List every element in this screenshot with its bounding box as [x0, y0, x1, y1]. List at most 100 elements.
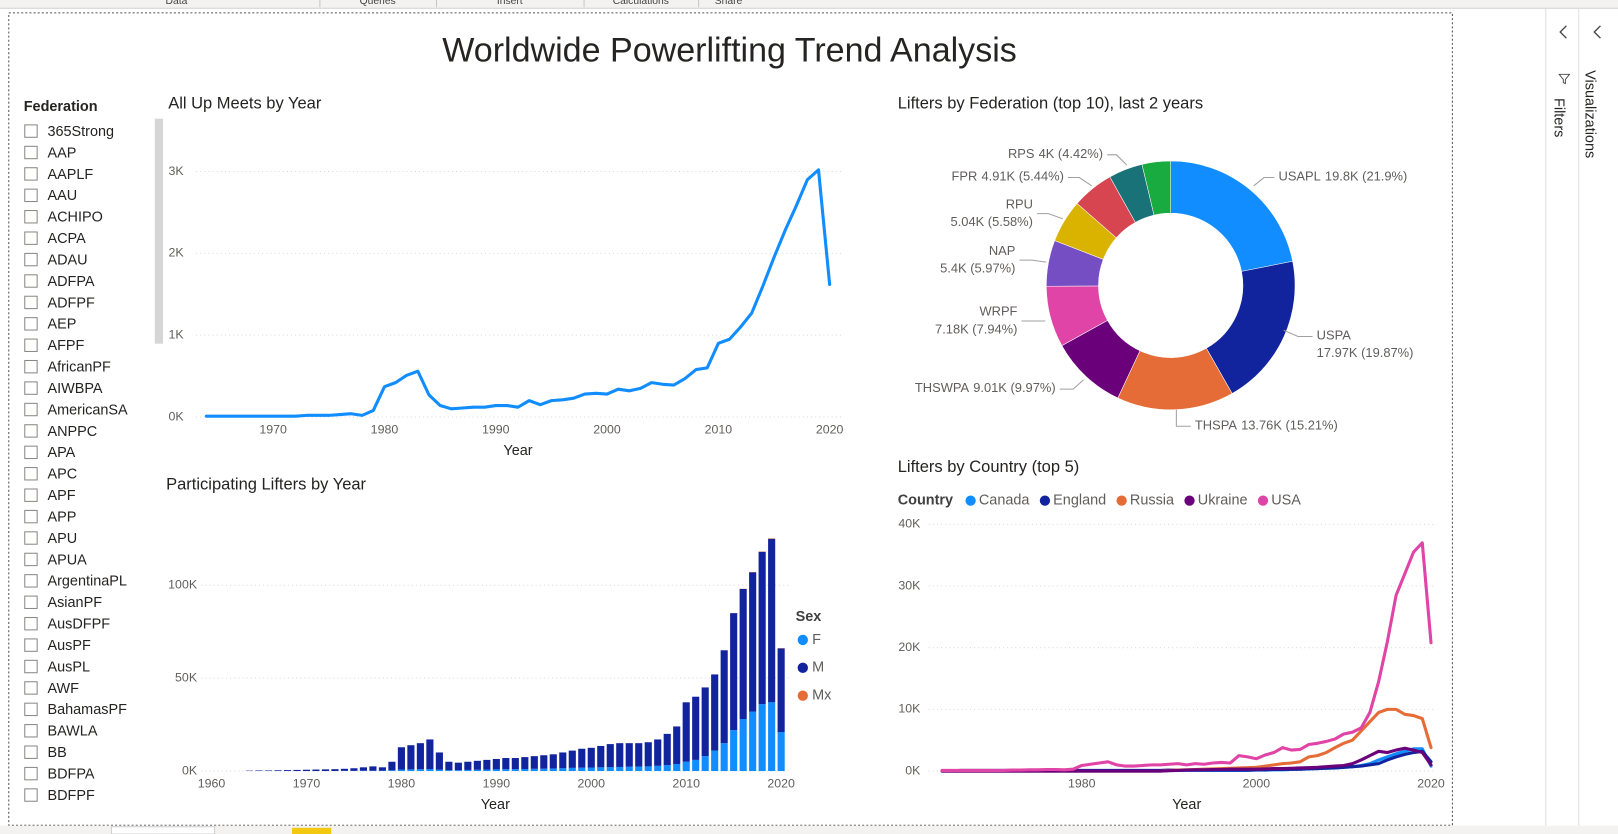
- slicer-checkbox[interactable]: [24, 381, 38, 395]
- slicer-checkbox[interactable]: [24, 317, 38, 331]
- legend-marker[interactable]: [1039, 495, 1051, 506]
- slicer-checkbox[interactable]: [24, 445, 38, 460]
- bar-segment[interactable]: [492, 758, 500, 770]
- bar-segment[interactable]: [312, 769, 320, 772]
- bar-segment[interactable]: [426, 739, 434, 769]
- bar-segment[interactable]: [711, 750, 719, 772]
- bar-segment[interactable]: [568, 767, 576, 772]
- ribbon-tab[interactable]: Share: [715, 0, 743, 7]
- slicer-checkbox[interactable]: [24, 338, 38, 352]
- slicer-checkbox[interactable]: [24, 359, 38, 374]
- bar-segment[interactable]: [606, 767, 614, 772]
- slicer-item[interactable]: AmericanSA: [47, 402, 128, 418]
- bar-segment[interactable]: [511, 769, 519, 772]
- bar-segment[interactable]: [606, 744, 614, 768]
- bar-segment[interactable]: [768, 538, 776, 703]
- bar-segment[interactable]: [559, 752, 567, 769]
- bar-segment[interactable]: [454, 762, 462, 771]
- slicer-checkbox[interactable]: [24, 274, 38, 288]
- bar-segment[interactable]: [521, 768, 529, 772]
- bar-segment[interactable]: [511, 758, 519, 770]
- bar-segment[interactable]: [407, 769, 415, 772]
- bar-segment[interactable]: [293, 769, 301, 772]
- bar-segment[interactable]: [521, 757, 529, 769]
- bar-segment[interactable]: [644, 766, 652, 772]
- slicer-item[interactable]: AWF: [47, 681, 79, 697]
- bar-segment[interactable]: [635, 743, 643, 767]
- bar-segment[interactable]: [416, 769, 424, 772]
- bar-segment[interactable]: [255, 770, 263, 772]
- bar-segment[interactable]: [663, 765, 671, 772]
- collapse-visualizations[interactable]: [1593, 25, 1601, 39]
- bar-segment[interactable]: [739, 588, 747, 720]
- slicer-checkbox[interactable]: [24, 595, 38, 609]
- slicer-item[interactable]: ANPPC: [47, 424, 97, 440]
- slicer-item[interactable]: AAPLF: [47, 167, 93, 183]
- slicer-item[interactable]: AAP: [47, 145, 76, 161]
- slicer-checkbox[interactable]: [24, 167, 38, 181]
- legend-marker[interactable]: [797, 690, 808, 701]
- slicer-checkbox[interactable]: [24, 509, 38, 524]
- bar-segment[interactable]: [768, 702, 776, 772]
- slicer-checkbox[interactable]: [24, 124, 38, 138]
- slicer-checkbox[interactable]: [24, 402, 38, 417]
- bar-segment[interactable]: [692, 696, 700, 760]
- slicer-item[interactable]: APF: [47, 488, 75, 504]
- legend-label[interactable]: Ukraine: [1198, 492, 1248, 508]
- slicer-item[interactable]: APA: [47, 445, 75, 461]
- bar-segment[interactable]: [578, 748, 586, 768]
- page-tab[interactable]: [110, 826, 216, 834]
- slicer-checkbox[interactable]: [24, 188, 38, 203]
- collapse-filters[interactable]: [1559, 25, 1567, 39]
- slicer-checkbox[interactable]: [24, 638, 38, 652]
- slicer-item[interactable]: ACHIPO: [47, 210, 102, 226]
- bar-segment[interactable]: [673, 726, 681, 764]
- slicer-item[interactable]: AusPF: [47, 638, 91, 654]
- slicer-checkbox[interactable]: [24, 788, 38, 802]
- slicer-item[interactable]: AIWBPA: [47, 381, 102, 397]
- legend-marker[interactable]: [797, 634, 808, 646]
- bar-segment[interactable]: [749, 711, 757, 772]
- slicer-checkbox[interactable]: [24, 252, 38, 267]
- bar-segment[interactable]: [625, 743, 633, 767]
- bar-segment[interactable]: [283, 770, 292, 772]
- bar-segment[interactable]: [530, 756, 538, 769]
- slicer-checkbox[interactable]: [24, 724, 38, 738]
- bar-segment[interactable]: [777, 648, 785, 733]
- bar-segment[interactable]: [739, 719, 747, 772]
- legend-label[interactable]: Canada: [979, 492, 1031, 508]
- slicer-item[interactable]: AFPF: [47, 338, 84, 354]
- slicer-item[interactable]: AAU: [47, 188, 77, 204]
- bar-segment[interactable]: [274, 770, 282, 772]
- bar-segment[interactable]: [587, 767, 595, 772]
- slicer-item[interactable]: 365Strong: [47, 124, 114, 140]
- add-page[interactable]: [292, 827, 332, 834]
- slicer-checkbox[interactable]: [24, 766, 38, 781]
- visualizations-pane[interactable]: Visualizations: [1581, 70, 1597, 158]
- legend-marker[interactable]: [1257, 495, 1269, 506]
- bar-segment[interactable]: [492, 769, 500, 772]
- bar-segment[interactable]: [350, 768, 358, 771]
- slicer-checkbox[interactable]: [24, 424, 38, 438]
- bar-segment[interactable]: [654, 765, 662, 772]
- bar-segment[interactable]: [758, 704, 766, 772]
- slicer-checkbox[interactable]: [24, 681, 38, 695]
- slicer-item[interactable]: AusPL: [47, 659, 90, 675]
- scrollbar[interactable]: [154, 118, 164, 344]
- bar-segment[interactable]: [663, 733, 671, 766]
- bar-segment[interactable]: [416, 743, 424, 770]
- ribbon-tab[interactable]: Data: [166, 0, 188, 7]
- slicer-checkbox[interactable]: [24, 295, 38, 310]
- slicer-item[interactable]: ACPA: [47, 231, 86, 247]
- slicer-checkbox[interactable]: [24, 616, 38, 631]
- slicer-item[interactable]: BDFPF: [47, 788, 94, 804]
- bar-segment[interactable]: [331, 769, 339, 772]
- slicer-checkbox[interactable]: [24, 210, 38, 224]
- bar-segment[interactable]: [445, 770, 453, 772]
- legend-label[interactable]: F: [812, 632, 821, 648]
- bar-segment[interactable]: [559, 768, 567, 772]
- bar-segment[interactable]: [473, 760, 481, 770]
- slicer-checkbox[interactable]: [24, 531, 38, 545]
- bar-segment[interactable]: [378, 767, 386, 771]
- bar-segment[interactable]: [502, 758, 510, 770]
